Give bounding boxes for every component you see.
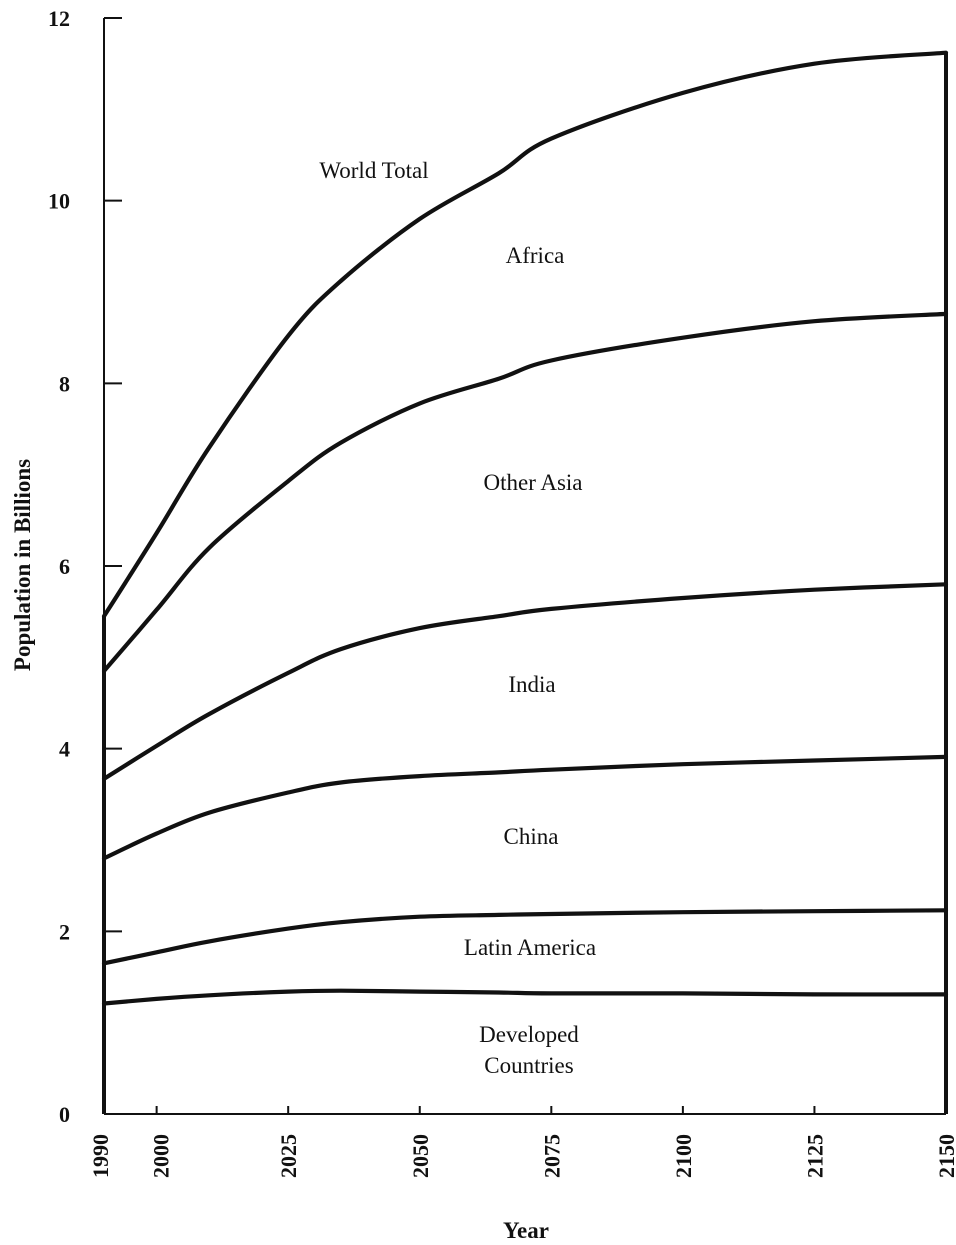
region-label-china: China — [504, 824, 559, 849]
x-tick-label: 2025 — [276, 1134, 301, 1178]
x-tick-label: 2000 — [149, 1134, 174, 1178]
y-tick-label: 8 — [59, 371, 70, 396]
y-tick-label: 12 — [48, 6, 70, 31]
region-label-africa: Africa — [506, 243, 565, 268]
x-tick-label: 2075 — [539, 1134, 564, 1178]
y-tick-label: 0 — [59, 1102, 70, 1127]
region-labels: World Total Africa Other Asia India China Lat… — [319, 158, 596, 1078]
y-ticks: 0 2 4 6 8 10 12 — [48, 6, 122, 1127]
series-line-other-asia — [101, 311, 949, 674]
x-ticks: 1990 2000 2025 2050 2075 2100 2125 2150 — [88, 1106, 956, 1178]
series-line-china — [101, 754, 949, 861]
series-line-africa — [101, 50, 949, 619]
region-label-latin-america: Latin America — [464, 935, 596, 960]
y-tick-label: 2 — [59, 919, 70, 944]
region-label-developed-countries: Developed Countries — [479, 1022, 579, 1078]
series-lines — [101, 50, 949, 1006]
y-tick-label: 10 — [48, 189, 70, 214]
series-line-india — [101, 582, 949, 781]
x-tick-label: 2050 — [408, 1134, 433, 1178]
y-axis-label: Population in Billions — [10, 459, 35, 671]
x-tick-label: 2125 — [802, 1134, 827, 1178]
series-line-developed-countries — [101, 988, 949, 1006]
y-tick-label: 6 — [59, 554, 70, 579]
region-label-india: India — [508, 672, 555, 697]
x-axis-label: Year — [503, 1218, 549, 1243]
x-tick-label: 1990 — [88, 1134, 113, 1178]
x-tick-label: 2150 — [934, 1134, 956, 1178]
region-label-other-asia: Other Asia — [483, 470, 582, 495]
region-label-world-total: World Total — [319, 158, 428, 183]
series-line-latin-america — [101, 908, 949, 966]
x-tick-label: 2100 — [671, 1134, 696, 1178]
y-tick-label: 4 — [59, 737, 70, 762]
